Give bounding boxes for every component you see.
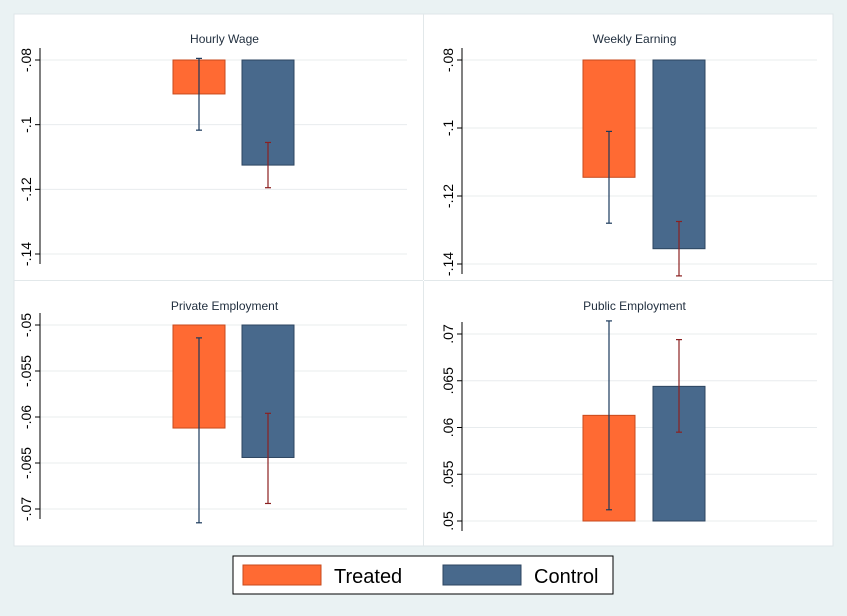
panel-title: Weekly Earning	[593, 32, 677, 46]
y-tick-label: -.065	[18, 447, 34, 479]
y-tick-label: -.12	[440, 184, 456, 208]
panel-title: Private Employment	[171, 299, 279, 313]
y-tick-label: -.055	[18, 355, 34, 387]
y-tick-label: -.14	[18, 242, 34, 266]
panel-private-employment: Private Employment -.05 -.055 -.06 -.065 -.07	[18, 281, 424, 546]
legend-swatch-treated	[242, 564, 322, 586]
y-tick-label: -.05	[18, 313, 34, 337]
y-tick-label: -.08	[18, 48, 34, 72]
y-tick-label: .05	[440, 511, 456, 531]
y-tick-label: .055	[440, 460, 456, 487]
y-tick-label: -.06	[18, 405, 34, 429]
panel-title: Public Employment	[583, 299, 686, 313]
y-tick-label: .07	[440, 324, 456, 344]
legend-label-control: Control	[534, 566, 598, 588]
y-tick-label: .065	[440, 367, 456, 394]
legend: Treated Control	[232, 555, 614, 595]
y-tick-label: .06	[440, 418, 456, 438]
y-tick-label: -.08	[440, 48, 456, 72]
legend-swatch-control	[442, 564, 522, 586]
bar-control	[652, 59, 706, 250]
y-tick-label: -.1	[440, 120, 456, 137]
panel-title: Hourly Wage	[190, 32, 259, 46]
y-tick-label: -.14	[440, 252, 456, 276]
y-tick-label: -.12	[18, 177, 34, 201]
legend-label-treated: Treated	[334, 566, 402, 588]
y-tick-label: -.1	[18, 116, 34, 133]
panel-hourly-wage: Hourly Wage -.08 -.1 -.12 -.14	[14, 14, 424, 281]
y-tick-label: -.07	[18, 497, 34, 521]
panel-public-employment: Public Employment .05 .055 .06 .065 .07	[440, 299, 817, 531]
panel-weekly-earning: Weekly Earning -.08 -.1 -.12 -.14	[424, 32, 833, 281]
